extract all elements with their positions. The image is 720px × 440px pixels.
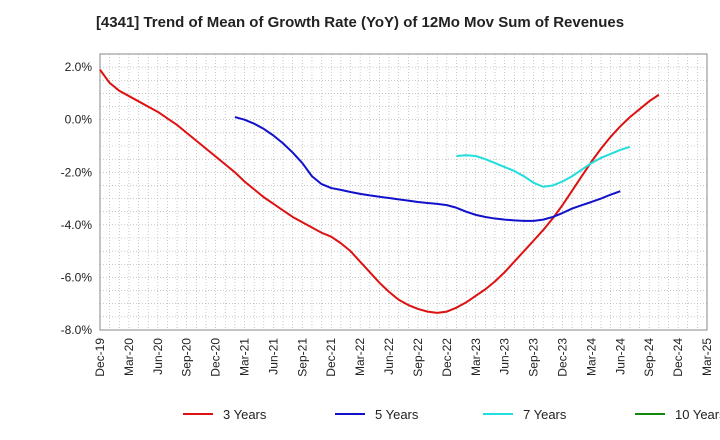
x-tick-label: Mar-21 <box>238 338 252 376</box>
x-tick-label: Sep-24 <box>642 338 656 377</box>
x-tick-label: Mar-22 <box>353 338 367 376</box>
series-line-3-years <box>99 69 660 314</box>
legend-label-10-years: 10 Years <box>675 407 720 422</box>
y-tick-label: -4.0% <box>61 218 93 232</box>
grid-layer <box>100 54 707 330</box>
x-tick-label: Dec-19 <box>93 338 107 377</box>
x-tick-label: Mar-25 <box>700 338 714 376</box>
x-tick-label: Mar-23 <box>469 338 483 376</box>
x-tick-label: Dec-22 <box>440 338 454 377</box>
x-tick-label: Jun-22 <box>382 338 396 375</box>
series-line-7-years <box>456 145 631 188</box>
y-tick-label: 0.0% <box>65 113 93 127</box>
x-tick-label: Jun-24 <box>613 338 627 375</box>
series-line-5-years <box>234 116 621 222</box>
x-tick-label: Dec-24 <box>671 338 685 377</box>
legend-label-5-years: 5 Years <box>375 407 419 422</box>
series-layer <box>99 69 660 314</box>
y-tick-label: -2.0% <box>61 165 93 179</box>
legend-label-7-years: 7 Years <box>523 407 567 422</box>
x-tick-label: Sep-20 <box>180 338 194 377</box>
y-tick-label: 2.0% <box>65 60 93 74</box>
x-tick-label: Dec-20 <box>209 338 223 377</box>
y-tick-label: -6.0% <box>61 270 93 284</box>
x-tick-label: Jun-23 <box>498 338 512 375</box>
x-tick-label: Sep-21 <box>295 338 309 377</box>
y-axis-ticks: 2.0% 0.0% -2.0% -4.0% -6.0% -8.0% <box>61 60 93 337</box>
y-tick-label: -8.0% <box>61 323 93 337</box>
legend: 3 Years 5 Years 7 Years 10 Years <box>183 407 720 422</box>
legend-label-3-years: 3 Years <box>223 407 267 422</box>
x-tick-label: Mar-20 <box>122 338 136 376</box>
x-tick-label: Dec-23 <box>555 338 569 377</box>
x-tick-label: Sep-23 <box>527 338 541 377</box>
x-tick-label: Mar-24 <box>584 338 598 376</box>
plot-frame <box>99 53 708 331</box>
chart-title: [4341] Trend of Mean of Growth Rate (YoY… <box>95 14 625 31</box>
x-axis-ticks: Dec-19 Mar-20 Jun-20 Sep-20 Dec-20 Mar-21 Jun-… <box>93 338 714 377</box>
x-tick-label: Sep-22 <box>411 338 425 377</box>
x-tick-label: Jun-20 <box>151 338 165 375</box>
x-tick-label: Dec-21 <box>324 338 338 377</box>
x-tick-label: Jun-21 <box>266 338 280 375</box>
